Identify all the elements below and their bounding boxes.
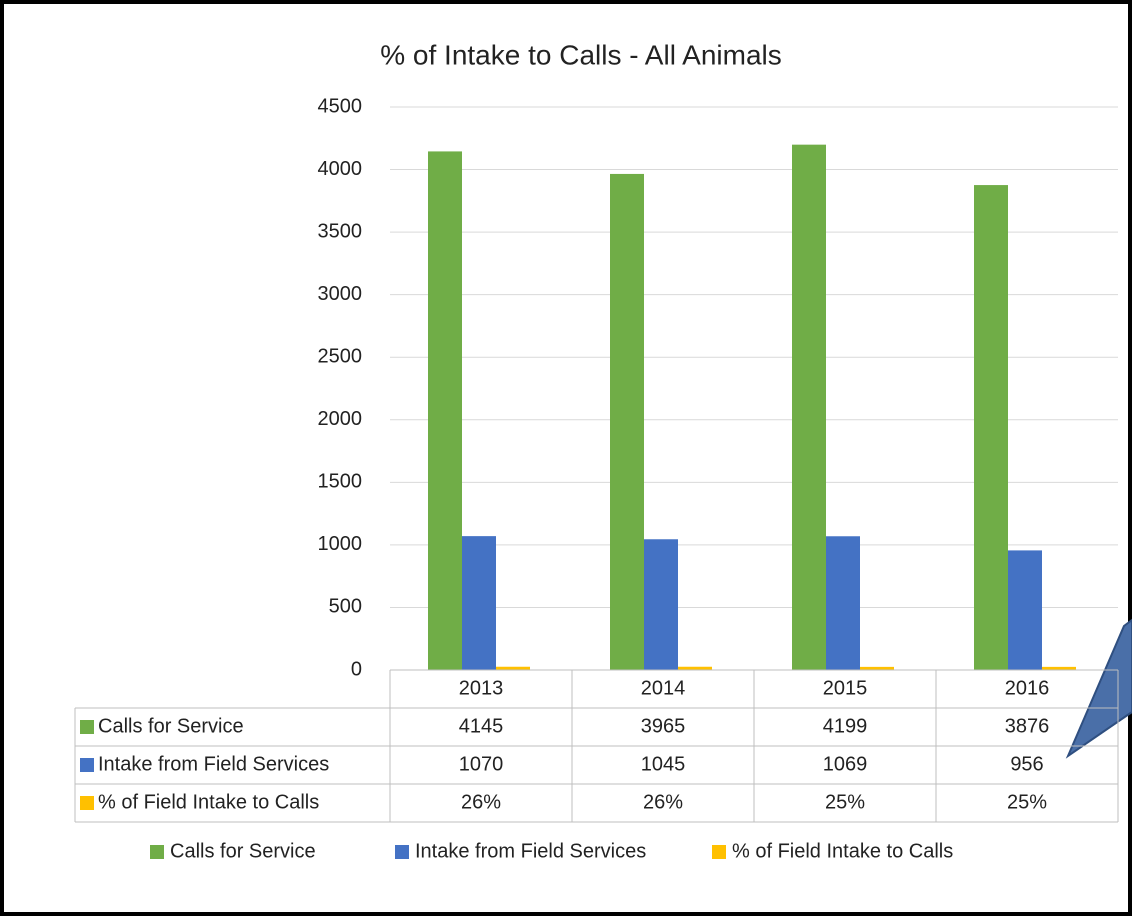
bar	[644, 539, 678, 670]
bar	[1042, 666, 1076, 670]
x-tick-label: 2016	[1005, 677, 1050, 699]
table-cell: 3876	[1005, 715, 1050, 737]
table-cell: 3965	[641, 715, 686, 737]
legend-label: % of Field Intake to Calls	[732, 840, 953, 862]
table-cell: 1045	[641, 753, 686, 775]
legend-key	[712, 845, 726, 859]
y-tick-label: 3000	[318, 283, 363, 305]
legend-label: Calls for Service	[170, 840, 316, 862]
bar	[974, 185, 1008, 670]
table-cell: 1069	[823, 753, 868, 775]
y-tick-label: 0	[351, 658, 362, 680]
x-tick-label: 2013	[459, 677, 504, 699]
y-tick-label: 2500	[318, 346, 363, 368]
y-tick-label: 500	[329, 596, 362, 618]
table-cell: 4145	[459, 715, 504, 737]
y-tick-label: 4000	[318, 158, 363, 180]
table-cell: 956	[1010, 753, 1043, 775]
table-row-label: % of Field Intake to Calls	[98, 791, 319, 813]
legend-label: Intake from Field Services	[415, 840, 646, 862]
table-legend-key	[80, 758, 94, 772]
bar	[860, 666, 894, 670]
table-cell: 25%	[1007, 791, 1047, 813]
table-row-label: Intake from Field Services	[98, 753, 329, 775]
x-tick-label: 2015	[823, 677, 868, 699]
table-cell: 26%	[643, 791, 683, 813]
bar	[496, 666, 530, 670]
y-tick-label: 3500	[318, 220, 363, 242]
table-cell: 26%	[461, 791, 501, 813]
x-tick-label: 2014	[641, 677, 686, 699]
y-tick-label: 2000	[318, 408, 363, 430]
chart-title: % of Intake to Calls - All Animals	[380, 39, 782, 70]
legend-key	[150, 845, 164, 859]
bar	[428, 151, 462, 671]
table-cell: 4199	[823, 715, 868, 737]
y-tick-label: 4500	[318, 95, 363, 117]
legend-key	[395, 845, 409, 859]
table-legend-key	[80, 720, 94, 734]
table-row-label: Calls for Service	[98, 715, 244, 737]
bar	[826, 536, 860, 670]
table-cell: 25%	[825, 791, 865, 813]
table-legend-key	[80, 796, 94, 810]
bar	[462, 536, 496, 670]
bar	[610, 173, 644, 670]
bar	[678, 666, 712, 670]
bar	[792, 144, 826, 670]
bar	[1008, 550, 1042, 670]
y-tick-label: 1000	[318, 533, 363, 555]
table-cell: 1070	[459, 753, 504, 775]
callout-pointer	[1065, 618, 1132, 759]
y-tick-label: 1500	[318, 471, 363, 493]
